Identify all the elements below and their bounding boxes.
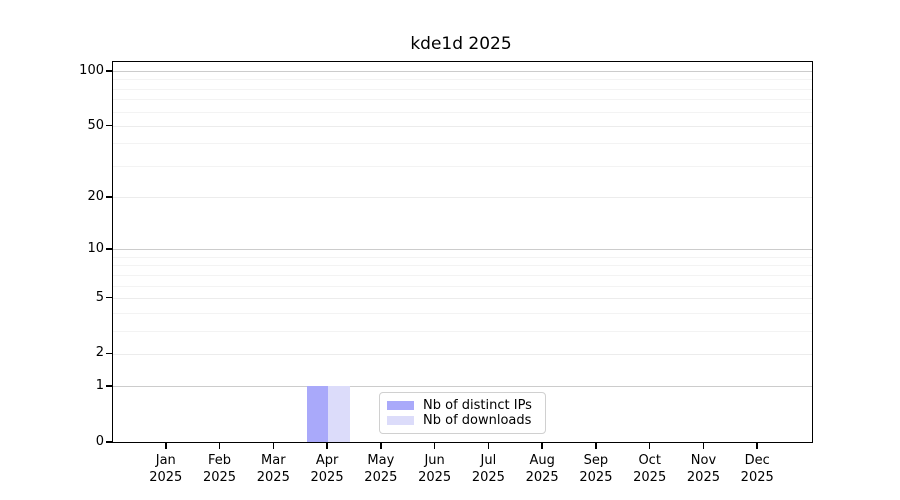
gridline-minor xyxy=(113,79,812,81)
legend-item-downloads: Nb of downloads xyxy=(387,413,536,428)
gridline-y-20 xyxy=(113,197,812,199)
x-tick-mark-oct xyxy=(648,442,651,449)
y-tick-label-10: 10 xyxy=(87,241,104,256)
y-tick-label-0: 0 xyxy=(95,433,104,449)
y-tick-mark-2 xyxy=(106,352,112,355)
x-tick-mark-feb xyxy=(218,442,221,449)
x-tick-label-jan: Jan 2025 xyxy=(149,453,183,485)
gridline-minor xyxy=(113,265,812,267)
y-tick-label-1: 1 xyxy=(95,378,104,394)
gridline-minor xyxy=(113,256,812,258)
x-tick-label-jul: Jul 2025 xyxy=(471,453,505,485)
gridline-y-2 xyxy=(113,353,812,355)
x-tick-label-nov: Nov 2025 xyxy=(686,453,720,485)
gridline-minor xyxy=(113,111,812,113)
y-tick-label-5: 5 xyxy=(95,289,104,305)
y-tick-label-50: 50 xyxy=(87,117,104,133)
x-tick-label-apr: Apr 2025 xyxy=(310,453,344,485)
gridline-minor xyxy=(113,99,812,101)
x-tick-year-jan: 2025 xyxy=(149,470,183,485)
x-tick-year-apr: 2025 xyxy=(310,470,344,485)
legend-swatch-downloads xyxy=(387,416,414,425)
x-tick-year-feb: 2025 xyxy=(202,470,237,485)
plot-area: Nb of distinct IPs Nb of downloads xyxy=(112,61,813,443)
x-tick-label-sep: Sep 2025 xyxy=(579,453,613,485)
bar-nb-of-distinct-ips-apr xyxy=(306,386,329,442)
y-tick-mark-0 xyxy=(106,441,112,443)
legend-item-distinct-ips: Nb of distinct IPs xyxy=(387,398,536,413)
x-tick-year-dec: 2025 xyxy=(740,470,774,485)
gridline-minor xyxy=(113,285,812,287)
gridline-minor xyxy=(113,165,812,167)
y-tick-mark-1 xyxy=(106,385,112,387)
y-tick-mark-100 xyxy=(106,70,112,72)
gridline-y-100 xyxy=(113,71,812,73)
y-tick-mark-50 xyxy=(106,124,112,127)
legend-label: Nb of downloads xyxy=(423,413,532,428)
x-tick-mark-apr xyxy=(326,442,328,449)
gridline-minor xyxy=(113,143,812,145)
x-tick-mark-nov xyxy=(702,442,705,449)
x-tick-year-may: 2025 xyxy=(364,470,398,485)
gridline-minor xyxy=(113,312,812,314)
y-tick-label-20: 20 xyxy=(87,189,104,205)
x-tick-mark-may xyxy=(380,442,382,449)
x-tick-mark-jun xyxy=(433,442,436,449)
x-tick-label-feb: Feb 2025 xyxy=(202,453,237,485)
x-tick-year-aug: 2025 xyxy=(525,470,559,485)
y-tick-label-2: 2 xyxy=(95,345,104,361)
x-tick-year-oct: 2025 xyxy=(633,470,667,485)
x-tick-mark-jul xyxy=(487,442,490,449)
gridline-y-1 xyxy=(113,386,812,388)
x-tick-label-jun: Jun 2025 xyxy=(418,453,452,485)
x-tick-mark-dec xyxy=(756,442,758,449)
x-tick-mark-jan xyxy=(165,442,167,449)
x-tick-label-aug: Aug 2025 xyxy=(525,453,559,485)
x-tick-year-jun: 2025 xyxy=(418,470,452,485)
gridline-minor xyxy=(113,88,812,90)
x-tick-year-sep: 2025 xyxy=(579,470,613,485)
y-tick-label-100: 100 xyxy=(79,62,104,78)
x-tick-year-mar: 2025 xyxy=(256,470,290,485)
x-tick-label-dec: Dec 2025 xyxy=(740,453,774,485)
gridline-minor xyxy=(113,330,812,332)
x-tick-year-nov: 2025 xyxy=(686,470,720,485)
gridline-y-10 xyxy=(113,249,812,251)
y-tick-mark-5 xyxy=(106,296,112,299)
y-tick-mark-10 xyxy=(106,248,112,250)
chart-title: kde1d 2025 xyxy=(410,34,512,54)
x-tick-mark-aug xyxy=(541,442,543,449)
x-tick-label-may: May 2025 xyxy=(364,453,398,485)
legend-label: Nb of distinct IPs xyxy=(423,398,532,413)
x-tick-mark-sep xyxy=(595,442,597,449)
x-tick-label-mar: Mar 2025 xyxy=(256,453,290,485)
gridline-y-50 xyxy=(113,125,812,127)
gridline-y-5 xyxy=(113,297,812,299)
y-tick-mark-20 xyxy=(106,196,112,198)
gridline-minor xyxy=(113,274,812,276)
x-tick-year-jul: 2025 xyxy=(471,470,505,485)
x-tick-mark-mar xyxy=(272,442,275,449)
legend-swatch-distinct-ips xyxy=(387,401,414,410)
legend: Nb of distinct IPs Nb of downloads xyxy=(379,392,546,434)
x-tick-label-oct: Oct 2025 xyxy=(633,453,667,485)
bar-nb-of-downloads-apr xyxy=(328,386,350,442)
